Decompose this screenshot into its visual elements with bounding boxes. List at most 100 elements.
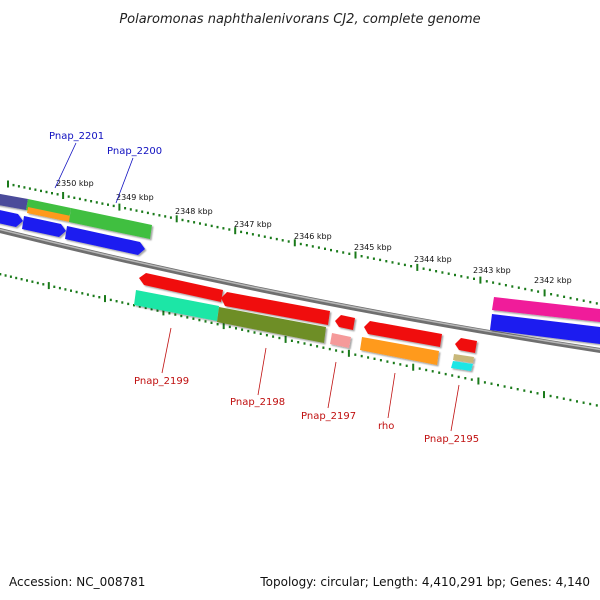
minor-tick [51,192,53,195]
scale-label: 2350 kbp [56,179,94,188]
minor-tick [589,402,592,406]
minor-tick [425,368,428,372]
gene-feature[interactable] [0,209,23,227]
minor-tick [146,211,149,215]
gene-feature[interactable] [69,208,152,239]
minor-tick [470,378,473,381]
minor-tick [127,302,130,306]
minor-tick [158,214,161,217]
minor-tick [210,321,213,324]
gene-label[interactable]: Pnap_2200 [107,146,162,157]
gene-feature[interactable] [330,333,351,348]
gene-feature[interactable] [65,226,145,255]
minor-tick [164,215,167,218]
gene-feature[interactable] [217,307,326,343]
minor-tick [428,268,431,272]
major-tick [477,377,480,385]
minor-tick [241,328,244,331]
gene-label[interactable]: Pnap_2195 [424,434,479,445]
leader-line [327,361,337,409]
gene-feature[interactable] [451,361,473,371]
minor-tick [265,334,268,337]
reverse-gene-labels: Pnap_2199 Pnap_2198 Pnap_2197 rho Pnap_2… [134,376,479,445]
minor-tick [504,284,507,287]
minor-tick [263,235,266,238]
minor-tick [485,280,488,283]
gene-feature[interactable] [455,338,477,353]
minor-tick [84,198,87,202]
scale-label: 2342 kbp [534,276,572,285]
minor-tick [281,239,284,242]
minor-tick [595,404,598,407]
leader-line [54,142,77,189]
gene-feature[interactable] [364,321,442,347]
minor-tick [181,218,184,222]
minor-tick [403,263,406,267]
minor-tick [133,304,135,307]
minor-tick [216,323,219,326]
minor-tick [26,279,28,282]
leader-line [450,384,460,432]
minor-tick [9,275,12,278]
gene-feature[interactable] [22,216,66,237]
minor-tick [95,201,98,204]
scale-label: 2346 kbp [294,232,332,241]
gene-feature[interactable] [221,292,330,325]
gene-feature[interactable] [490,314,600,344]
minor-tick [492,281,495,284]
gene-label[interactable]: Pnap_2197 [301,411,356,422]
minor-tick [174,313,177,316]
gene-feature[interactable] [134,290,219,321]
minor-tick [144,306,147,310]
minor-tick [309,343,312,347]
minor-tick [373,357,376,360]
minor-tick [287,240,290,243]
minor-tick [278,336,281,340]
minor-tick [410,265,413,268]
minor-tick [67,195,70,198]
minor-tick [511,285,514,288]
minor-tick [595,302,598,305]
minor-tick [441,271,444,274]
gene-label[interactable]: Pnap_2199 [134,376,189,387]
minor-tick [135,209,138,212]
gene-label[interactable]: Pnap_2198 [230,397,285,408]
minor-tick [342,251,345,254]
minor-tick [582,401,585,404]
map-title: Polaromonas naphthalenivorans CJ2, compl… [119,12,480,27]
minor-tick [516,388,519,391]
major-tick [284,335,287,343]
minor-tick [138,305,141,308]
gene-label[interactable]: Pnap_2201 [49,131,104,142]
gene-feature[interactable] [453,354,474,363]
forward-label-leaders [54,142,134,204]
gene-feature[interactable] [360,337,439,365]
minor-tick [392,361,395,365]
gene-feature[interactable] [335,315,355,330]
leader-line [387,372,396,419]
gene-feature[interactable] [139,273,223,302]
minor-tick [251,233,254,236]
scale-label: 2345 kbp [354,243,392,252]
gene-feature[interactable] [0,193,28,210]
minor-tick [569,398,572,402]
minor-tick [360,354,363,358]
scale-label: 2348 kbp [175,207,213,216]
minor-tick [150,308,153,311]
minor-tick [15,276,18,280]
minor-tick [168,312,171,315]
gene-feature[interactable] [27,207,71,222]
minor-tick [70,289,72,292]
minor-tick [34,188,37,191]
major-tick [118,203,121,211]
minor-tick [187,220,190,223]
gene-label[interactable]: rho [378,421,394,432]
minor-tick [367,356,370,359]
scale-labels: 2350 kbp 2349 kbp 2348 kbp 2347 kbp 2346… [56,179,572,285]
minor-tick [152,212,155,216]
genome-summary-text: Topology: circular; Length: 4,410,291 bp… [259,575,590,589]
minor-tick [457,375,460,379]
minor-tick [228,325,231,329]
major-tick [416,263,419,271]
gene-feature[interactable] [492,297,600,322]
